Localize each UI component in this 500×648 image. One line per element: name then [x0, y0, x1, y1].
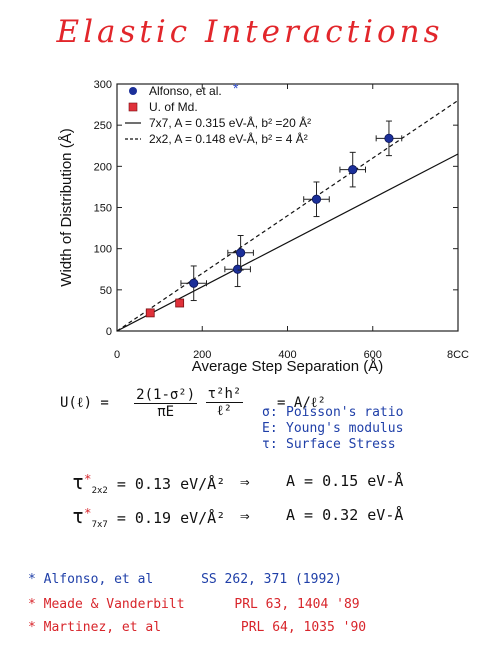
y-tick-label: 0 [106, 326, 112, 338]
data-point-alfonso [236, 248, 246, 258]
def-text: Young's modulus [286, 421, 404, 436]
x-tick-label: 8CC [447, 349, 469, 361]
legend-marker-square [128, 102, 138, 112]
x-axis-label: Average Step Separation (Å) [192, 358, 384, 375]
formula-fraction-2: τ²h² ℓ² [205, 386, 244, 420]
def-symbol: E: [262, 421, 278, 436]
formula-numerator-2: τ²h² [205, 386, 244, 403]
legend-label: Alfonso, et al. [149, 84, 222, 98]
elastic-energy-formula: U(ℓ) = 2(1-σ²) πE τ²h² ℓ² = A/ℓ² [60, 386, 326, 420]
ref-author: Martinez, et al [43, 620, 162, 635]
tau-star: * [84, 505, 92, 520]
data-point-alfonso [233, 264, 243, 274]
tau-subscript: 7x7 [91, 520, 108, 530]
data-point-alfonso [311, 194, 322, 204]
formula-denominator-1: πE [157, 403, 175, 420]
data-point-alfonso [348, 165, 358, 175]
tau-symbol: τ [72, 504, 85, 528]
y-axis-label: Width of Distribution (Å) [58, 128, 75, 286]
reference-row: * Alfonso, et al SS 262, 371 (1992) [28, 572, 342, 587]
ref-author: Meade & Vanderbilt [43, 597, 185, 612]
tau-subscript: 2x2 [91, 486, 108, 496]
y-tick-label: 50 [100, 285, 112, 297]
tau-row-7x7: τ*7x7 = 0.19 eV/Å² [72, 504, 225, 530]
formula-rhs: = A/ℓ² [277, 395, 326, 411]
tau-result-2x2: A = 0.15 eV-Å [286, 472, 404, 490]
tau-star: * [84, 471, 92, 486]
def-symbol: σ: [262, 405, 278, 420]
formula-lhs: U(ℓ) = [60, 395, 109, 411]
y-tick-label: 150 [94, 203, 112, 215]
legend-label: U. of Md. [149, 100, 198, 114]
tau-row-2x2: τ*2x2 = 0.13 eV/Å² [72, 470, 225, 496]
x-tick-label: 0 [114, 349, 120, 361]
y-tick-label: 250 [94, 120, 112, 132]
tau-arrow-7x7: ⇒ [240, 506, 250, 525]
ref-star: * [28, 620, 36, 635]
y-tick-label: 100 [94, 244, 112, 256]
def-text: Surface Stress [286, 437, 396, 452]
ref-star: * [28, 572, 36, 587]
def-text: Poisson's ratio [286, 405, 404, 420]
legend-label: 2x2, A = 0.148 eV-Å, b² = 4 Å² [149, 131, 308, 146]
formula-fraction-1: 2(1-σ²) πE [134, 386, 198, 420]
tau-value: = 0.13 eV/Å² [116, 475, 226, 493]
ref-star: * [28, 597, 36, 612]
ref-citation: PRL 63, 1404 '89 [234, 597, 360, 612]
y-tick-label: 200 [94, 161, 112, 173]
definition-row: τ: Surface Stress [262, 437, 403, 453]
dashed-fit-line [116, 99, 459, 332]
tau-value: = 0.19 eV/Å² [116, 509, 226, 527]
ref-citation: PRL 64, 1035 '90 [240, 620, 367, 635]
tau-symbol: τ [72, 470, 85, 494]
x-tick-label: 400 [278, 349, 296, 361]
ref-author: Alfonso, et al [43, 572, 154, 587]
y-tick-label: 300 [94, 79, 112, 91]
reference-row: * Martinez, et al PRL 64, 1035 '90 [28, 620, 366, 635]
x-tick-label: 600 [364, 349, 382, 361]
data-point-umd [145, 308, 155, 318]
formula-numerator-1: 2(1-σ²) [134, 386, 198, 404]
tau-result-7x7: A = 0.32 eV-Å [286, 506, 404, 524]
data-point-umd [175, 298, 185, 308]
data-point-alfonso [189, 278, 199, 288]
reference-row: * Meade & Vanderbilt PRL 63, 1404 '89 [28, 597, 360, 612]
definition-row: σ: Poisson's ratio [262, 405, 403, 421]
tau-arrow-2x2: ⇒ [240, 472, 250, 491]
legend-star: * [233, 80, 239, 96]
x-tick-label: 200 [193, 349, 211, 361]
page-title: Elastic Interactions [56, 14, 444, 50]
legend-marker-circle [129, 87, 137, 95]
def-symbol: τ: [262, 437, 278, 452]
definition-row: E: Young's modulus [262, 421, 403, 437]
solid-fit-line [116, 153, 459, 332]
formula-denominator-2: ℓ² [216, 403, 233, 419]
legend-label: 7x7, A = 0.315 eV-Å, b² =20 Å² [149, 115, 311, 130]
data-point-alfonso [384, 133, 394, 143]
ref-citation: SS 262, 371 (1992) [201, 572, 342, 587]
symbol-definitions: σ: Poisson's ratio E: Young's modulus τ: Su… [262, 405, 403, 453]
